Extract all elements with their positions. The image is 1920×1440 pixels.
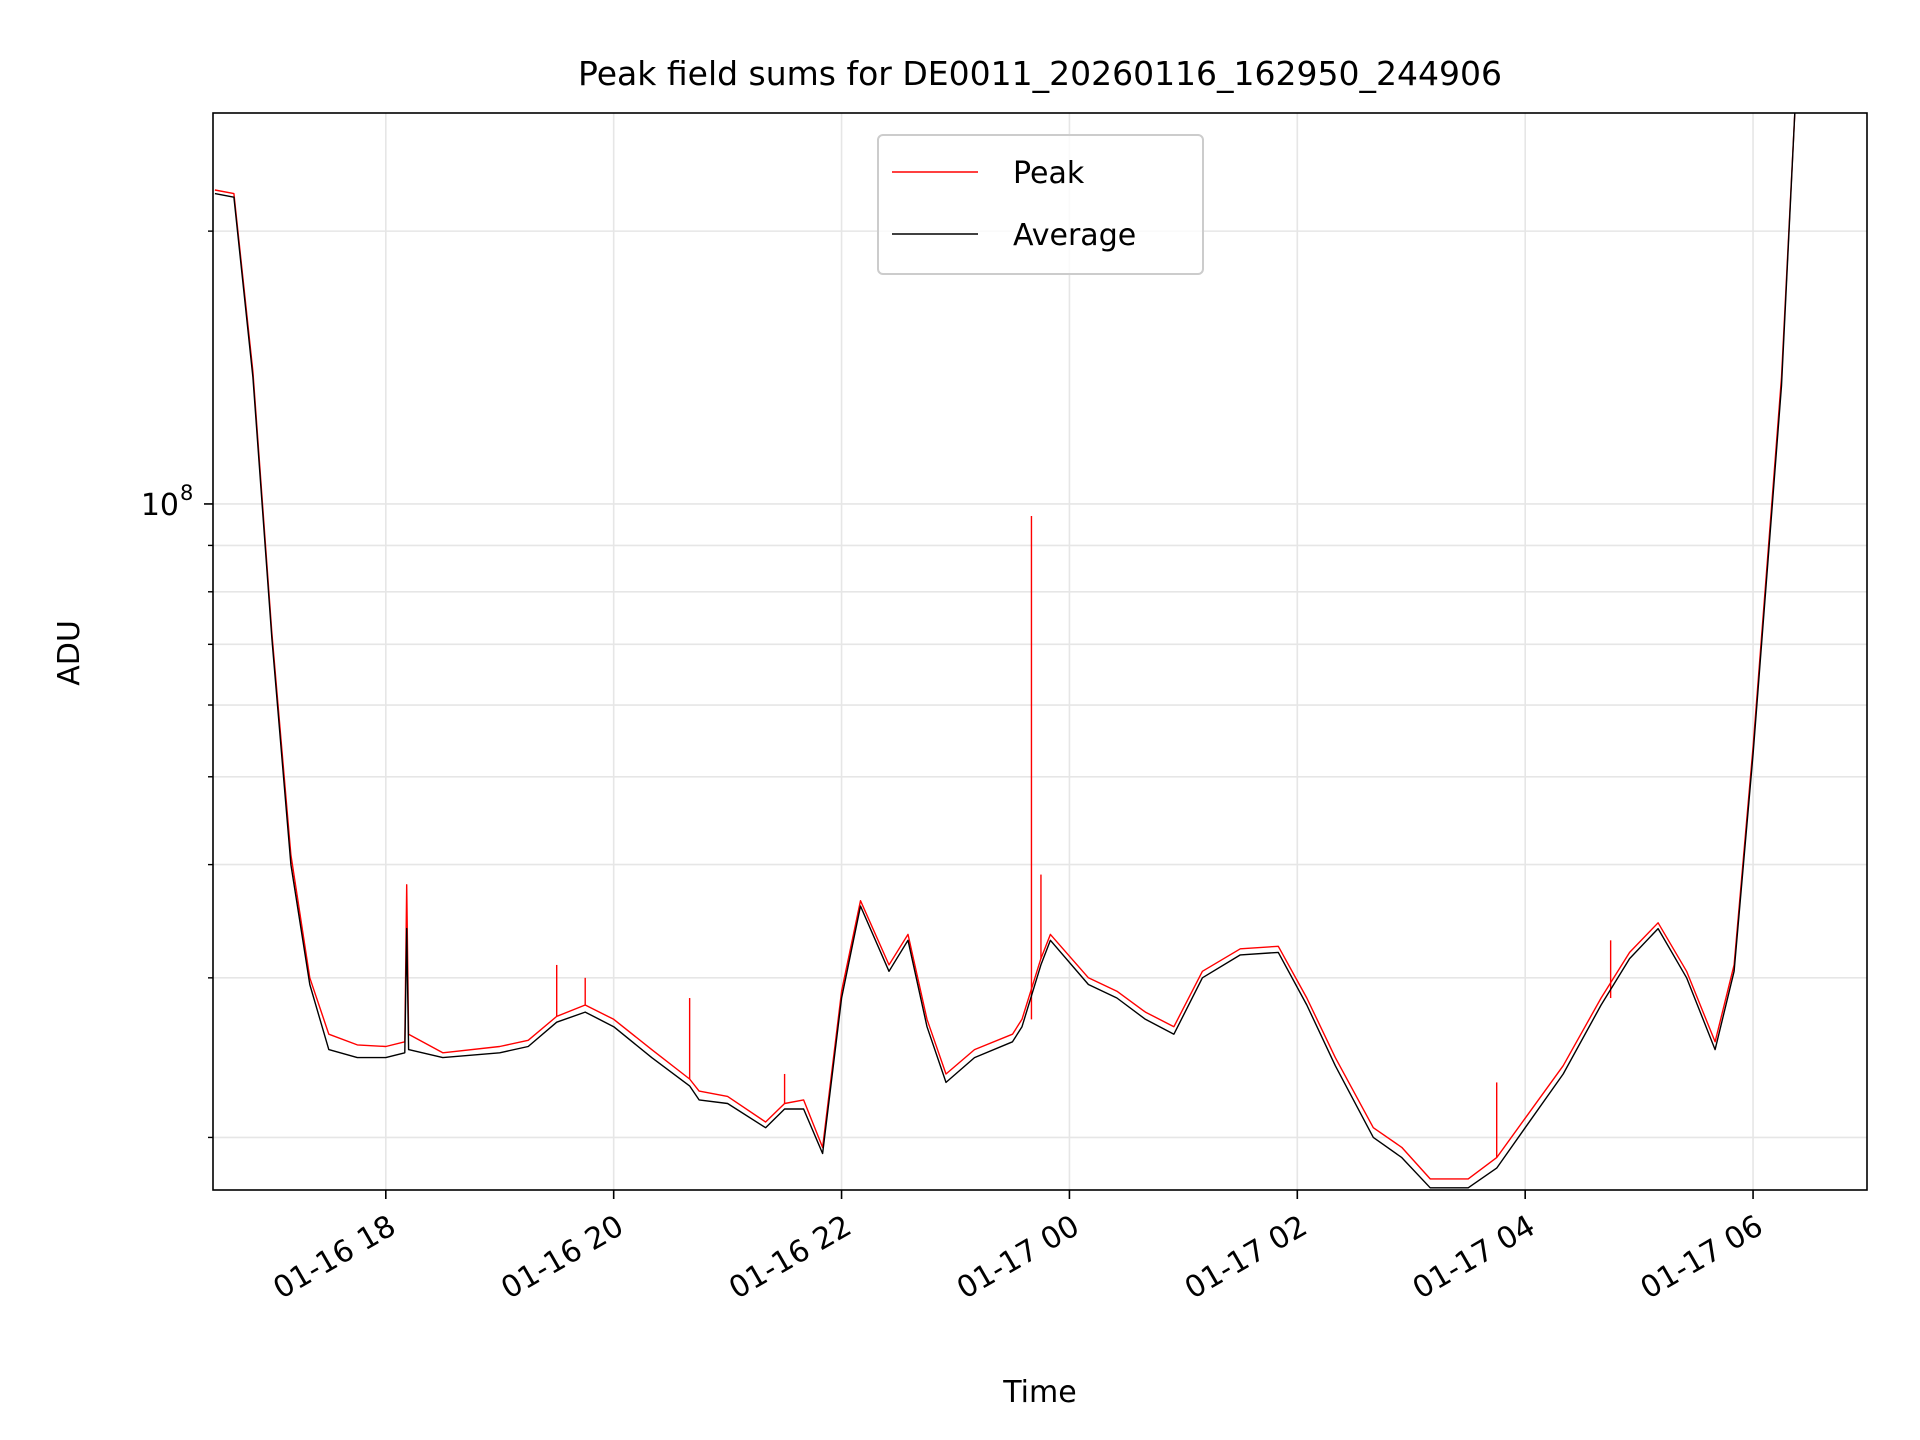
legend-label-average: Average [1013, 218, 1136, 253]
plot-frame [212, 112, 1868, 1191]
series-layer [214, 113, 1796, 1189]
y-tick-label-exponent: 8 [180, 481, 193, 505]
x-axis-label: Time [1002, 1375, 1076, 1410]
series-line-peak [214, 113, 1796, 1180]
y-axis-label: ADU [52, 620, 87, 686]
series-line-average [214, 113, 1796, 1189]
plot-area [214, 113, 1796, 1189]
chart-title: Peak field sums for DE0011_20260116_1629… [578, 54, 1502, 93]
y-tick-label: 10 [141, 488, 179, 523]
legend-box [877, 134, 1204, 275]
legend-label-peak: Peak [1013, 156, 1085, 191]
legend: Peak Average [877, 134, 1204, 275]
grid [213, 113, 1867, 1190]
y-axis: 10 8 [141, 230, 213, 1139]
